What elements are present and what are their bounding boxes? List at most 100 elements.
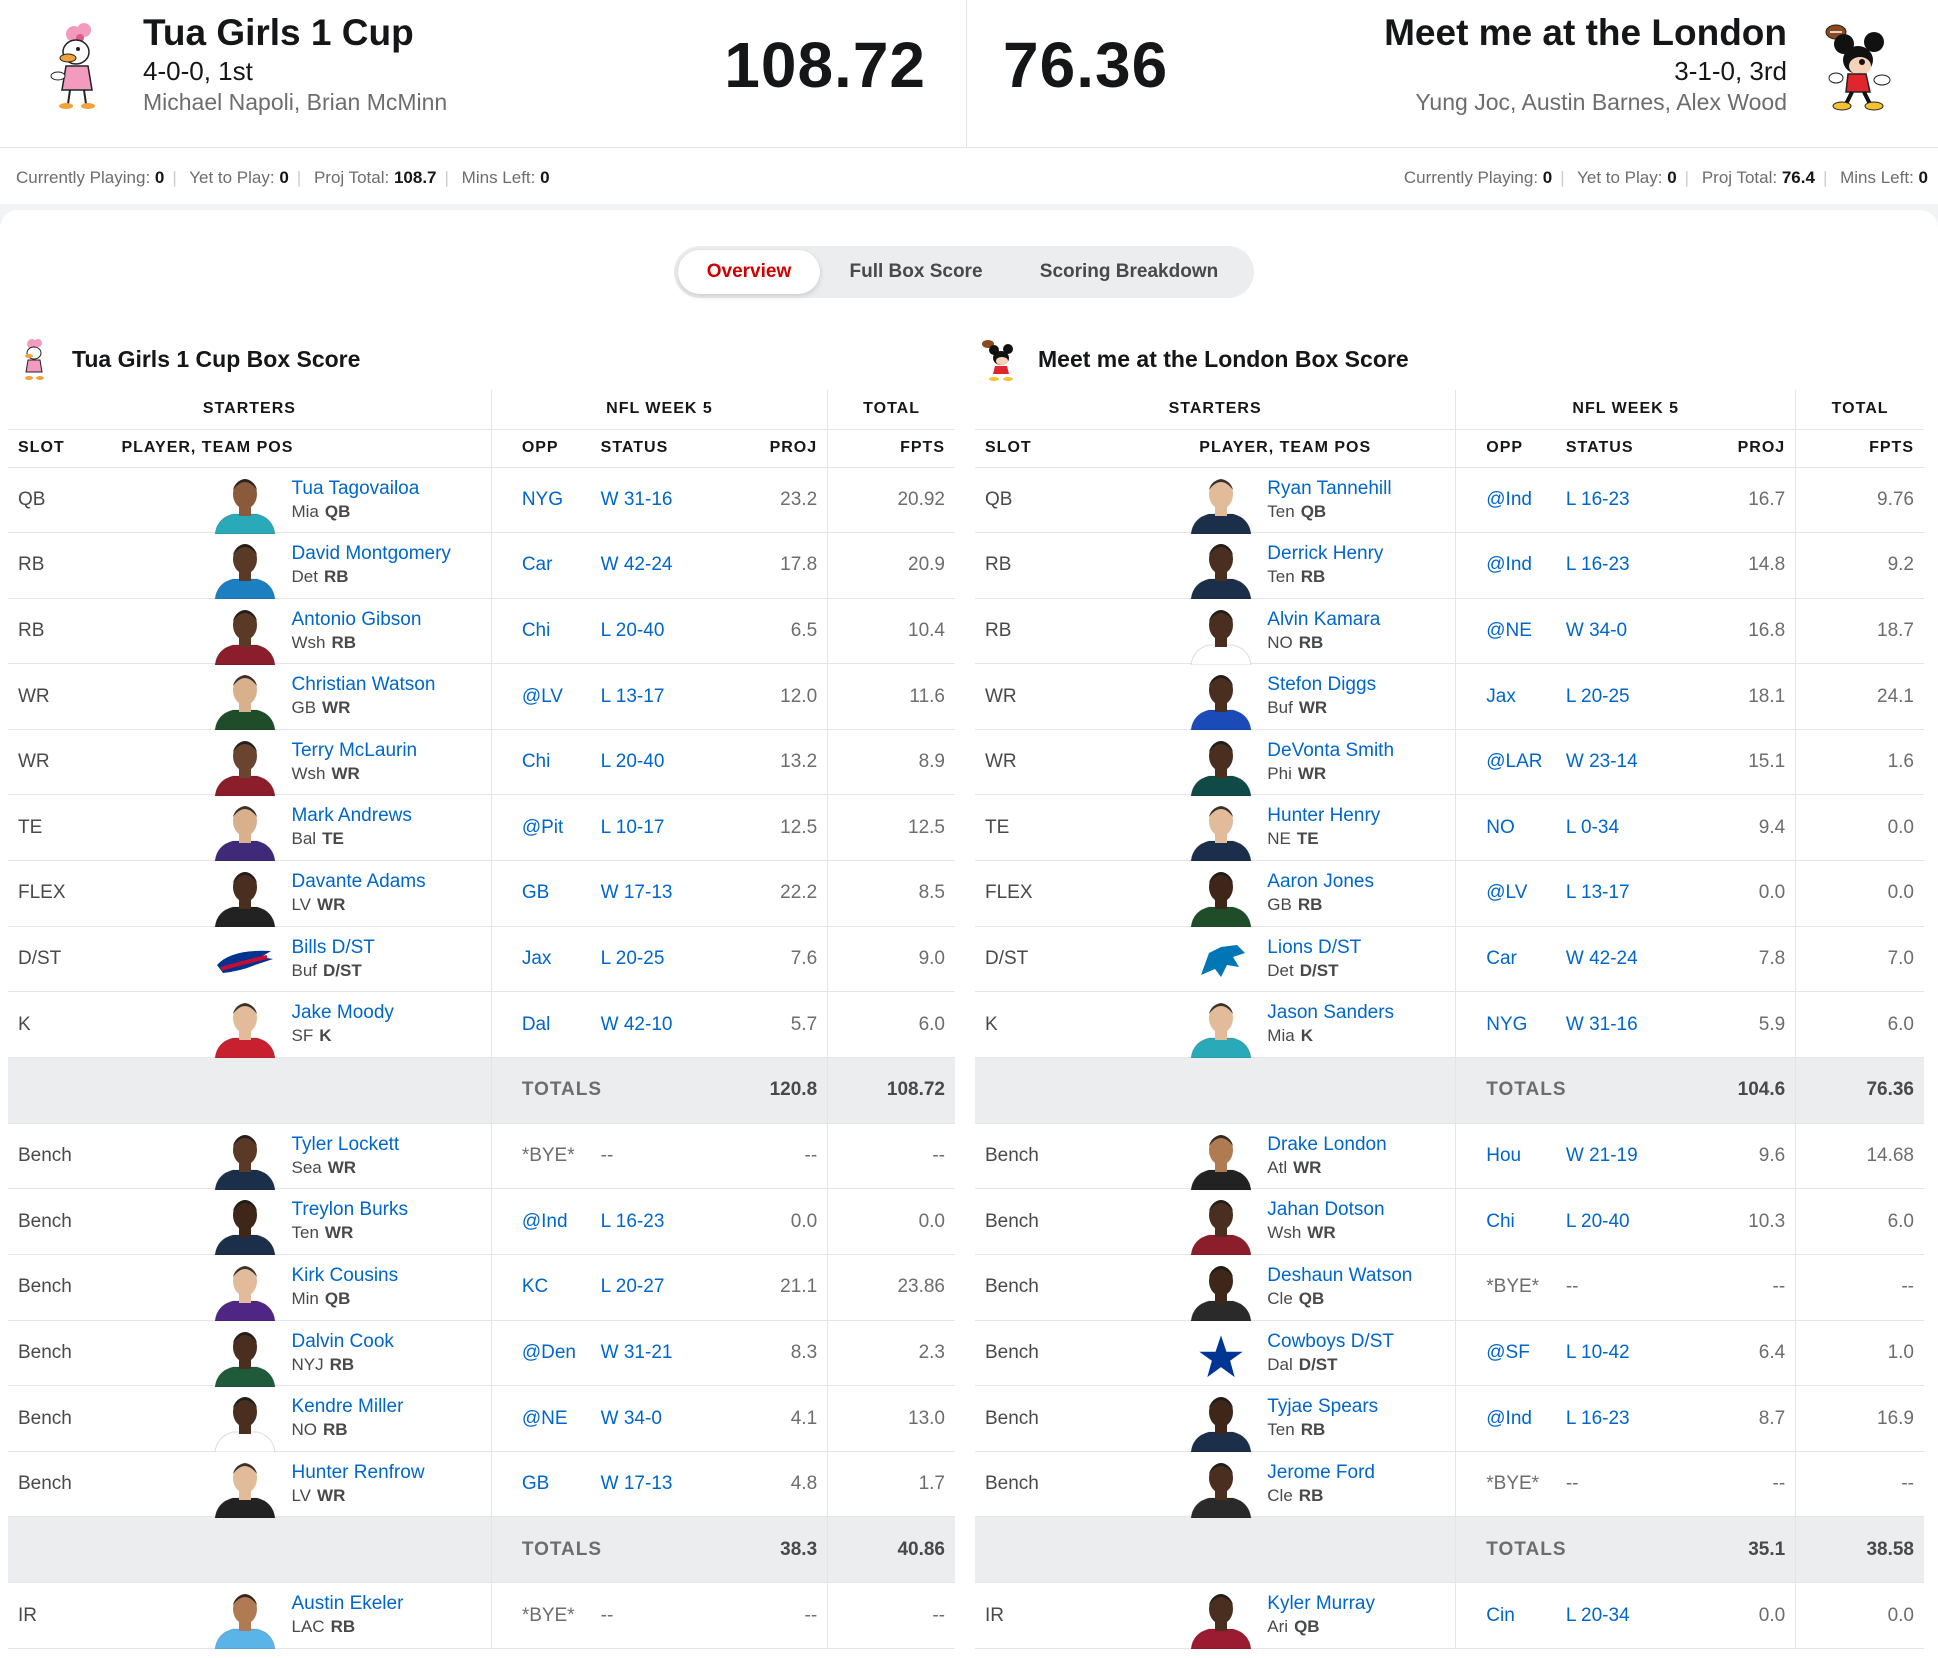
game-status-link[interactable]: W 34-0	[590, 1385, 715, 1452]
opponent-link[interactable]: @LAR	[1455, 729, 1556, 796]
opponent-link[interactable]: Hou	[1455, 1123, 1556, 1190]
opponent-link[interactable]: @SF	[1455, 1320, 1556, 1387]
opponent-link[interactable]: NO	[1455, 794, 1556, 862]
player-name-link[interactable]: Mark Andrews	[291, 805, 412, 827]
opponent-link[interactable]: Jax	[1455, 663, 1556, 730]
game-status-link[interactable]: W 31-16	[1555, 991, 1681, 1058]
opponent-link[interactable]: @NE	[1455, 598, 1556, 665]
opponent-link[interactable]: Chi	[1455, 1188, 1556, 1256]
game-status-link[interactable]: L 10-42	[1555, 1320, 1681, 1387]
game-status-link[interactable]: W 21-19	[1555, 1123, 1681, 1190]
opponent-link[interactable]: @Pit	[490, 794, 591, 862]
opponent-link[interactable]: @Ind	[1455, 467, 1556, 534]
player-name-link[interactable]: DeVonta Smith	[1267, 739, 1395, 761]
game-status-link[interactable]: L 16-23	[1555, 1385, 1681, 1452]
game-status-link[interactable]: W 31-16	[590, 467, 715, 534]
opponent-link[interactable]: @Ind	[1455, 532, 1556, 599]
opponent-link[interactable]: KC	[490, 1254, 591, 1321]
player-name-link[interactable]: Hunter Henry	[1267, 805, 1381, 827]
player-name-link[interactable]: Ryan Tannehill	[1267, 477, 1392, 499]
game-status-link[interactable]: W 17-13	[590, 860, 715, 927]
away-team-name[interactable]: Meet me at the London	[1384, 12, 1787, 53]
opponent-link[interactable]: @NE	[490, 1385, 591, 1452]
player-name-link[interactable]: Alvin Kamara	[1267, 608, 1381, 630]
opponent-link[interactable]: @LV	[1455, 860, 1556, 927]
player-name-link[interactable]: Drake London	[1267, 1133, 1387, 1155]
game-status-link[interactable]: W 31-21	[590, 1320, 715, 1387]
player-name-link[interactable]: Stefon Diggs	[1267, 674, 1377, 696]
player-name-link[interactable]: Deshaun Watson	[1267, 1265, 1413, 1287]
opponent-link[interactable]: GB	[490, 860, 591, 927]
player-name-link[interactable]: Derrick Henry	[1267, 543, 1384, 565]
opponent-link[interactable]: @Ind	[1455, 1385, 1556, 1452]
tab-scoring-breakdown[interactable]: Scoring Breakdown	[1039, 261, 1219, 282]
game-status-link[interactable]: W 42-24	[1555, 926, 1681, 993]
player-name-link[interactable]: Cowboys D/ST	[1267, 1330, 1394, 1352]
game-status-link[interactable]: W 23-14	[1555, 729, 1681, 796]
game-status-link[interactable]: W 42-24	[590, 532, 715, 599]
game-status-link[interactable]: L 16-23	[1555, 467, 1681, 534]
player-name-link[interactable]: Hunter Renfrow	[291, 1461, 425, 1483]
player-team: Mia	[1267, 1026, 1295, 1046]
opponent-link[interactable]: Chi	[490, 598, 591, 665]
fpts-cell: 14.68	[1795, 1123, 1924, 1190]
player-team: LV	[291, 1485, 312, 1505]
game-status-link[interactable]: W 42-10	[590, 991, 715, 1058]
game-status-link[interactable]: L 13-17	[590, 663, 715, 730]
player-name-link[interactable]: Kendre Miller	[291, 1396, 404, 1418]
game-status-link[interactable]: L 20-34	[1555, 1582, 1681, 1649]
game-status-link[interactable]: L 20-25	[590, 926, 715, 993]
opponent-link[interactable]: GB	[490, 1451, 591, 1518]
player-name-link[interactable]: Treylon Burks	[291, 1199, 408, 1221]
game-status-link[interactable]: L 10-17	[590, 794, 715, 862]
game-status-link[interactable]: L 20-27	[590, 1254, 715, 1321]
player-name-link[interactable]: Tua Tagovailoa	[291, 477, 420, 499]
player-name-link[interactable]: Jerome Ford	[1267, 1461, 1375, 1483]
opponent-link[interactable]: Chi	[490, 729, 591, 796]
player-team-pos: Ten QB	[1267, 502, 1326, 522]
game-status-link[interactable]: L 20-25	[1555, 663, 1681, 730]
opponent-link[interactable]: @LV	[490, 663, 591, 730]
opponent-link[interactable]: NYG	[490, 467, 591, 534]
player-name-link[interactable]: Terry McLaurin	[291, 739, 418, 761]
home-team-name[interactable]: Tua Girls 1 Cup	[143, 12, 414, 53]
game-status-link[interactable]: W 34-0	[1555, 598, 1681, 665]
slot-cell: Bench	[8, 1385, 112, 1452]
opponent-link[interactable]: Jax	[490, 926, 591, 993]
player-name-link[interactable]: Antonio Gibson	[291, 608, 422, 630]
player-name-link[interactable]: Jahan Dotson	[1267, 1199, 1385, 1221]
opponent-link[interactable]: @Ind	[490, 1188, 591, 1256]
player-name-link[interactable]: David Montgomery	[291, 543, 451, 565]
game-status-link[interactable]: L 13-17	[1555, 860, 1681, 927]
game-status-link[interactable]: L 20-40	[1555, 1188, 1681, 1256]
game-status-link[interactable]: L 20-40	[590, 729, 715, 796]
opponent-link[interactable]: Dal	[490, 991, 591, 1058]
player-name-link[interactable]: Jason Sanders	[1267, 1002, 1395, 1024]
totals-fpts: 38.58	[1795, 1516, 1924, 1584]
game-status-link[interactable]: W 17-13	[590, 1451, 715, 1518]
player-name-link[interactable]: Austin Ekeler	[291, 1593, 404, 1615]
player-name-link[interactable]: Tyler Lockett	[291, 1133, 400, 1155]
player-name-link[interactable]: Davante Adams	[291, 871, 426, 893]
opponent-link[interactable]: NYG	[1455, 991, 1556, 1058]
player-name-link[interactable]: Jake Moody	[291, 1002, 394, 1024]
game-status-link[interactable]: L 16-23	[590, 1188, 715, 1256]
fpts-cell: 6.0	[1795, 1188, 1924, 1256]
player-name-link[interactable]: Christian Watson	[291, 674, 436, 696]
game-status-link[interactable]: L 0-34	[1555, 794, 1681, 862]
opponent-link[interactable]: @Den	[490, 1320, 591, 1387]
player-name-link[interactable]: Bills D/ST	[291, 936, 375, 958]
player-name-link[interactable]: Dalvin Cook	[291, 1330, 394, 1352]
player-name-link[interactable]: Aaron Jones	[1267, 871, 1374, 893]
opponent-link[interactable]: Car	[490, 532, 591, 599]
player-name-link[interactable]: Kyler Murray	[1267, 1593, 1375, 1615]
player-name-link[interactable]: Tyjae Spears	[1267, 1396, 1379, 1418]
player-name-link[interactable]: Lions D/ST	[1267, 936, 1362, 958]
game-status-link[interactable]: L 16-23	[1555, 532, 1681, 599]
tab-overview[interactable]: Overview	[678, 250, 820, 294]
player-name-link[interactable]: Kirk Cousins	[291, 1265, 399, 1287]
tab-full-box-score[interactable]: Full Box Score	[849, 261, 983, 282]
game-status-link[interactable]: L 20-40	[590, 598, 715, 665]
opponent-link[interactable]: Cin	[1455, 1582, 1556, 1649]
opponent-link[interactable]: Car	[1455, 926, 1556, 993]
